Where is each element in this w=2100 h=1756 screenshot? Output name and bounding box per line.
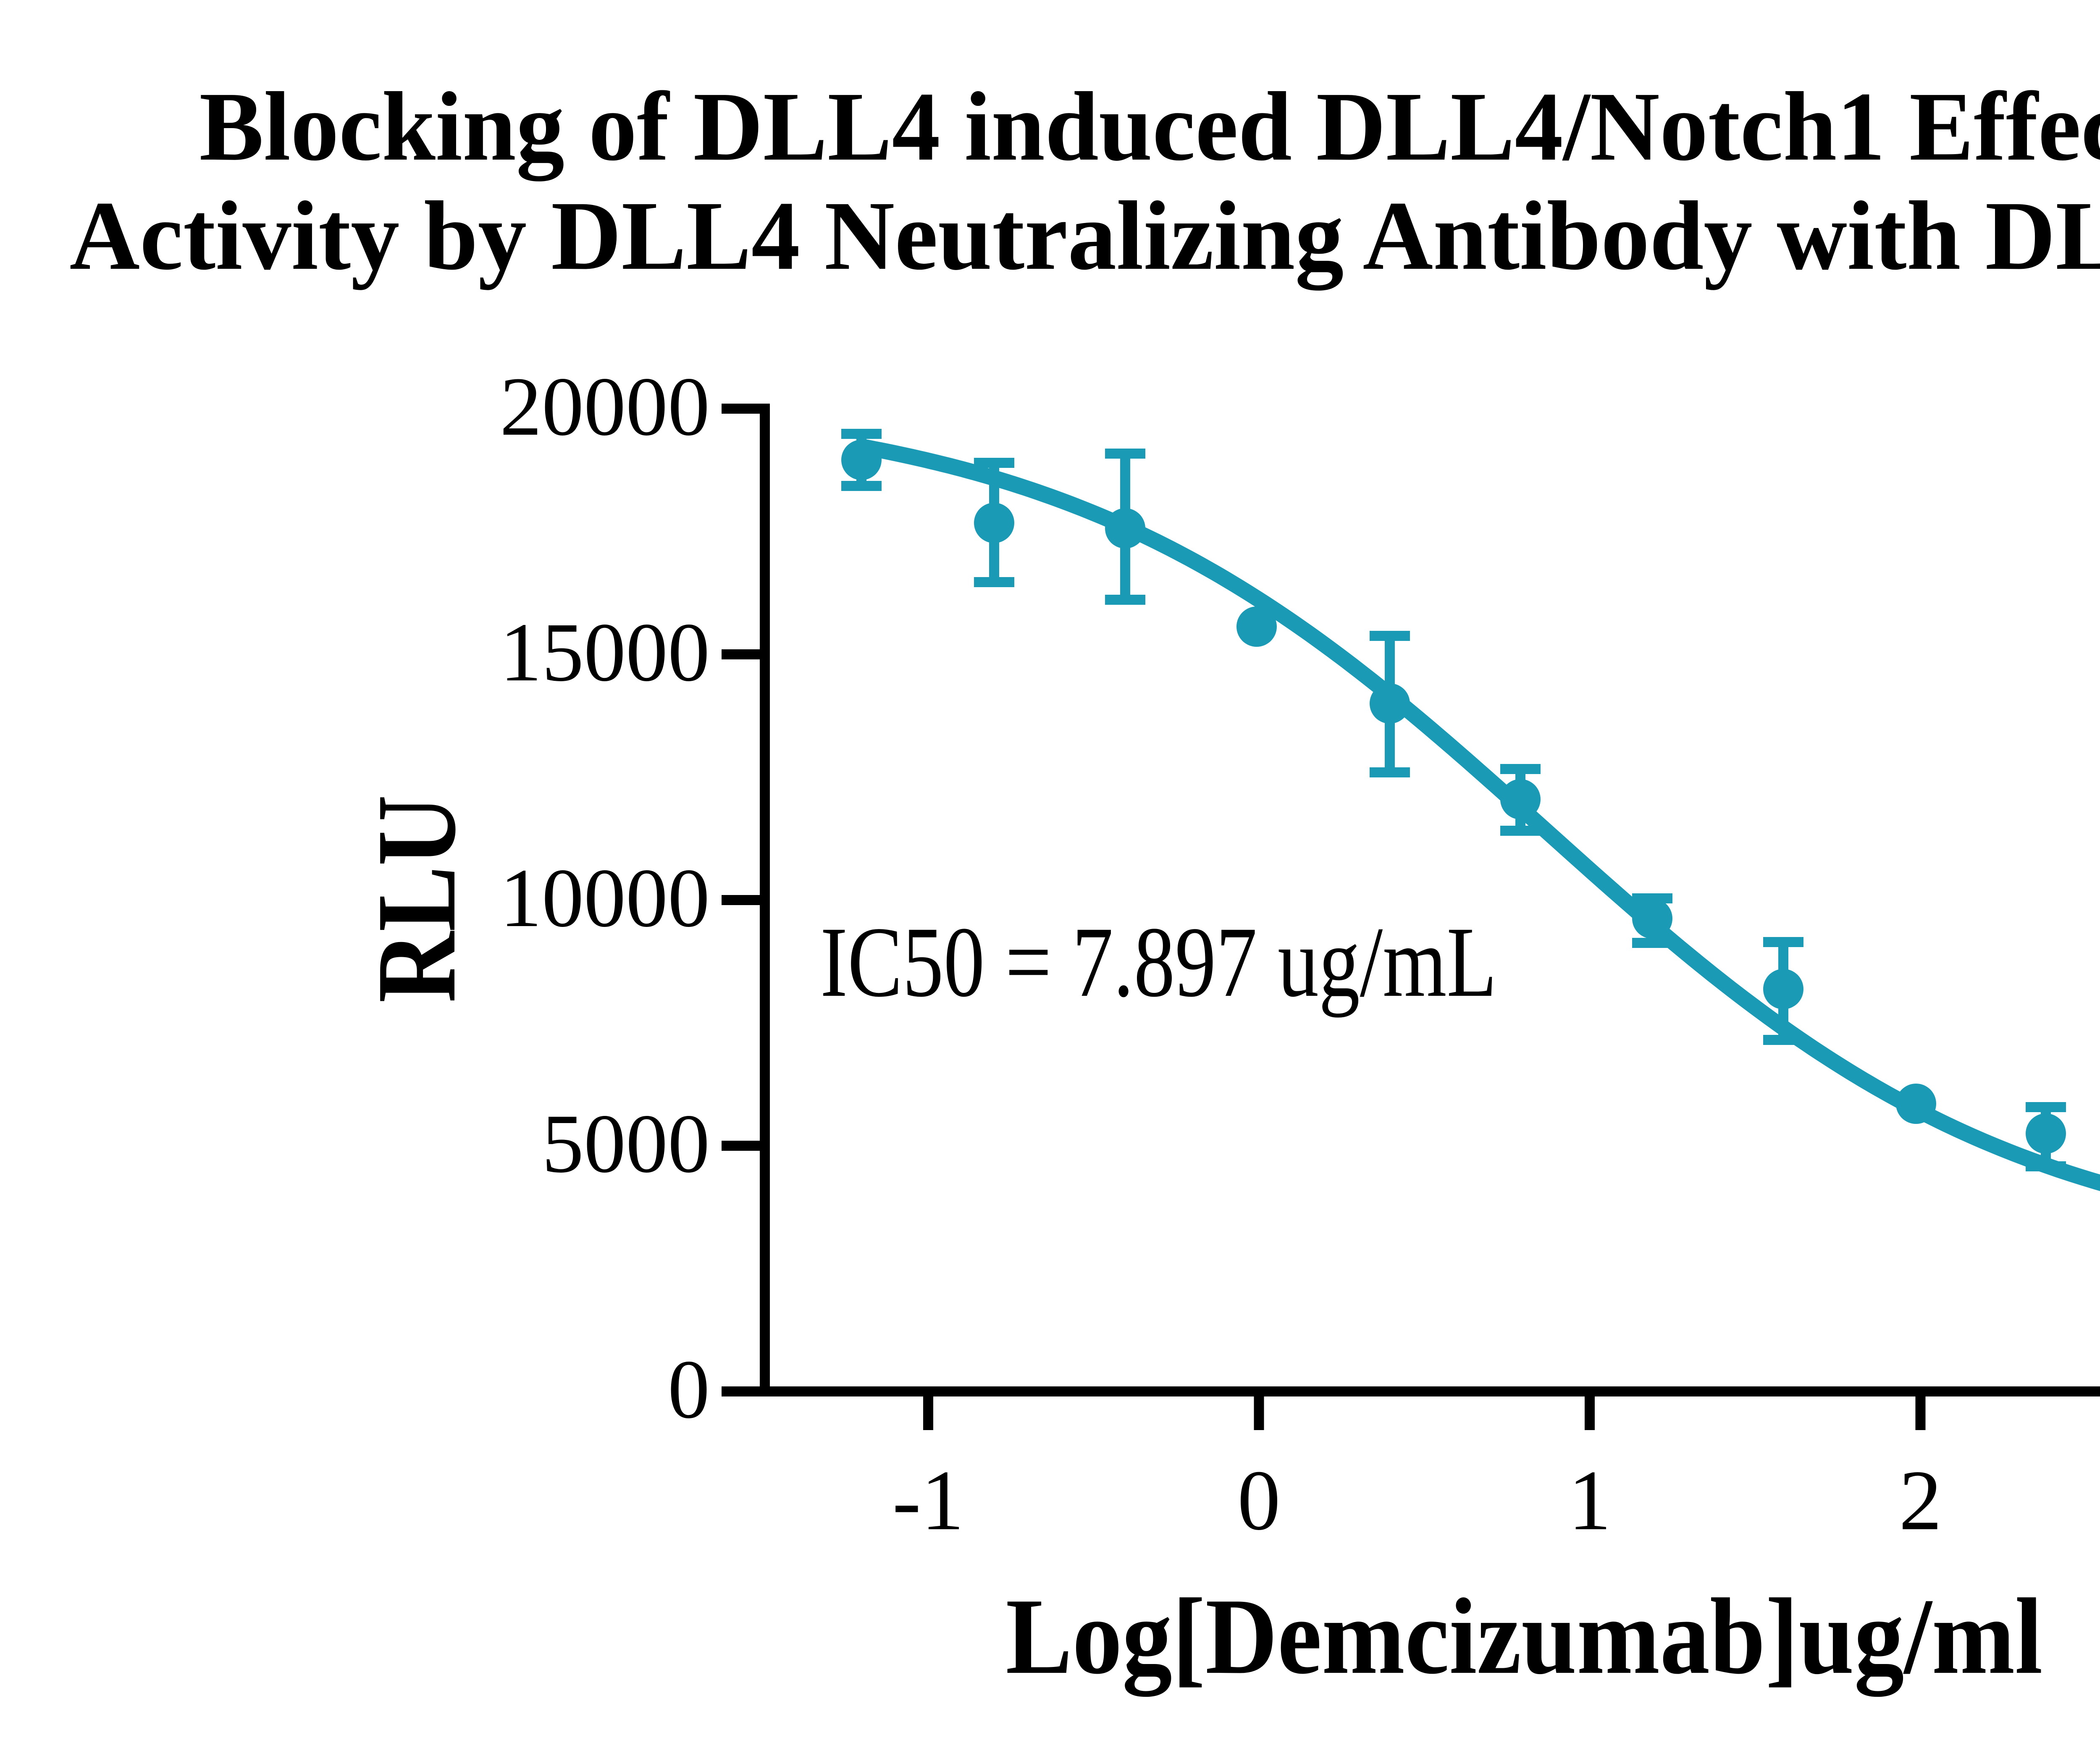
svg-text:2: 2 <box>1899 1453 1942 1548</box>
svg-text:-1: -1 <box>892 1453 964 1548</box>
svg-text:Log[Demcizumab]ug/ml: Log[Demcizumab]ug/ml <box>1006 1576 2043 1698</box>
svg-text:10000: 10000 <box>500 852 710 945</box>
svg-text:0: 0 <box>668 1343 710 1436</box>
svg-text:15000: 15000 <box>500 606 710 699</box>
svg-text:1: 1 <box>1568 1453 1612 1548</box>
svg-text:0: 0 <box>1237 1453 1281 1548</box>
svg-text:Blocking of DLL4 induced DLL4/: Blocking of DLL4 induced DLL4/Notch1 Eff… <box>200 72 2100 181</box>
svg-text:5000: 5000 <box>542 1097 710 1190</box>
svg-text:20000: 20000 <box>500 360 710 453</box>
svg-text:RLU: RLU <box>354 795 479 1003</box>
svg-text:Activity by DLL4 Neutralizing: Activity by DLL4 Neutralizing Antibody w… <box>70 181 2100 291</box>
svg-text:IC50 = 7.897 ug/mL: IC50 = 7.897 ug/mL <box>820 906 1497 1018</box>
